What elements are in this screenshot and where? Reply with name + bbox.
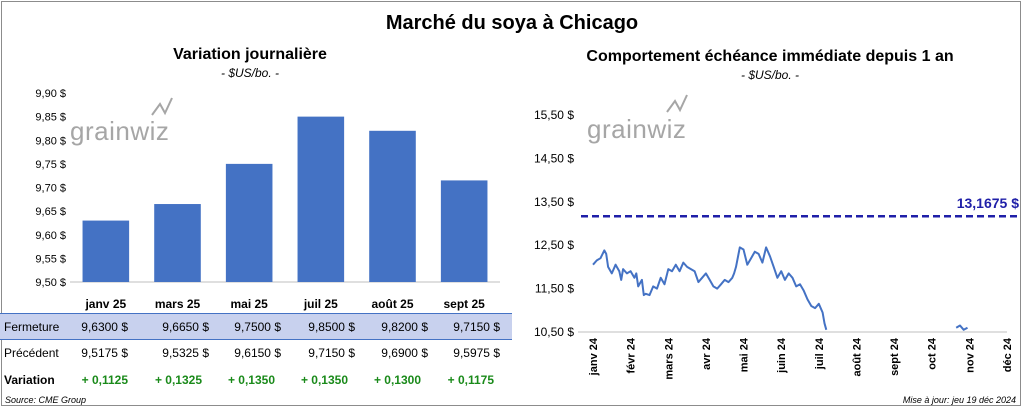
table-row-variation: Variation + 0,1125 + 0,1325 + 0,1350 + 0… — [0, 367, 512, 392]
variation-cell: + 0,1175 — [447, 373, 494, 387]
right-chart-title: Comportement échéance immédiate depuis 1… — [586, 48, 954, 65]
line-y-axis: 10,50 $ 11,50 $ 12,50 $ 13,50 $ 14,50 $ 15,50… — [534, 108, 1007, 339]
close-cell: 9,8500 $ — [308, 320, 355, 334]
source-note: Source: CME Group — [5, 395, 87, 405]
line-x-tick-label: mai 24 — [739, 337, 751, 372]
update-note: Mise à jour: jeu 19 déc 2024 — [902, 395, 1016, 405]
bar-y-tick-label: 9,80 $ — [35, 135, 66, 147]
line-x-tick-label: mars 24 — [663, 337, 675, 379]
bar-y-tick-label: 9,70 $ — [35, 183, 66, 195]
line-x-tick-label: déc 24 — [1002, 337, 1014, 372]
line-y-tick-label: 13,50 $ — [534, 195, 574, 209]
previous-cell: 9,5175 $ — [81, 346, 128, 360]
variation-cell: + 0,1350 — [300, 373, 348, 387]
line-x-tick-label: janv 24 — [588, 337, 600, 376]
bar-x-axis: janv 25 mars 25 mai 25 juil 25 août 25 sept 2… — [84, 297, 485, 311]
svg-text:grainwiz: grainwiz — [587, 114, 686, 144]
bar — [369, 130, 416, 282]
bar — [297, 116, 345, 282]
grainwiz-logo: grainwiz — [70, 97, 173, 146]
line-y-tick-label: 15,50 $ — [534, 108, 574, 122]
line-x-tick-label: juin 24 — [776, 337, 788, 374]
previous-label: Précédent — [4, 346, 59, 360]
bar — [440, 180, 488, 282]
bar-y-tick-label: 9,50 $ — [35, 277, 66, 289]
bar-y-tick-label: 9,65 $ — [35, 206, 66, 218]
line-x-tick-label: sept 24 — [889, 337, 901, 376]
reference-value-label: 13,1675 $ — [957, 195, 1019, 211]
close-label: Fermeture — [4, 320, 60, 334]
line-y-tick-label: 11,50 $ — [535, 282, 574, 296]
line-chart: grainwiz 10,50 $ 11,50 $ 12,50 $ 13,50 $ 14,… — [534, 94, 1019, 380]
line-x-tick-label: oct 24 — [927, 337, 939, 370]
variation-cell: + 0,1125 — [81, 373, 128, 387]
line-y-tick-label: 10,50 $ — [534, 325, 574, 339]
bar-y-tick-label: 9,75 $ — [35, 159, 66, 171]
left-chart-unit: - $US/bo. - — [220, 66, 280, 80]
bar-y-tick-label: 9,60 $ — [35, 230, 66, 242]
bar-x-tick-label: sept 25 — [443, 297, 485, 311]
line-y-tick-label: 14,50 $ — [534, 151, 574, 165]
line-x-tick-label: juil 24 — [814, 337, 826, 370]
table-row-previous: Précédent 9,5175 $ 9,5325 $ 9,6150 $ 9,7… — [0, 340, 512, 365]
variation-cell: + 0,1300 — [373, 373, 421, 387]
line-x-axis: janv 24 févr 24 mars 24 avr 24 mai 24 juin 24… — [588, 337, 1014, 379]
variation-label: Variation — [4, 373, 55, 387]
close-cell: 9,7150 $ — [453, 320, 500, 334]
right-chart-unit: - $US/bo. - — [740, 68, 800, 82]
bar-y-tick-label: 9,85 $ — [35, 112, 66, 124]
bar-y-axis: 9,50 $ 9,55 $ 9,60 $ 9,65 $ 9,70 $ 9,75 $ 9,80… — [35, 88, 500, 289]
bar-x-tick-label: mars 25 — [155, 297, 201, 311]
close-cell: 9,6300 $ — [81, 320, 128, 334]
line-x-tick-label: avr 24 — [701, 337, 713, 370]
bar-x-tick-label: juil 25 — [303, 297, 338, 311]
previous-cell: 9,5975 $ — [453, 346, 500, 360]
previous-cell: 9,7150 $ — [308, 346, 355, 360]
previous-cell: 9,6150 $ — [234, 346, 281, 360]
bar-y-tick-label: 9,90 $ — [35, 88, 66, 100]
bar — [225, 163, 273, 282]
price-line — [592, 246, 828, 331]
left-chart-title: Variation journalière — [173, 46, 327, 63]
bar-series — [82, 116, 488, 282]
close-cell: 9,6650 $ — [162, 320, 209, 334]
bar-x-tick-label: mai 25 — [230, 297, 268, 311]
bar-x-tick-label: août 25 — [371, 297, 413, 311]
bar-chart: grainwiz 9,50 $9,55 $9,60 $9,65 $9,70 $9… — [35, 88, 500, 311]
table-row-close: Fermeture 9,6300 $ 9,6650 $ 9,7500 $ 9,8… — [0, 313, 512, 340]
line-x-tick-label: févr 24 — [626, 337, 638, 373]
reference-line: 13,1675 $ — [581, 195, 1019, 218]
grainwiz-logo: grainwiz — [587, 94, 688, 144]
svg-text:grainwiz: grainwiz — [70, 116, 169, 146]
line-x-tick-label: août 24 — [851, 337, 863, 376]
close-cell: 9,8200 $ — [381, 320, 428, 334]
bar-y-tick-label: 9,55 $ — [35, 253, 66, 265]
bar — [82, 220, 130, 282]
page-title: Marché du soya à Chicago — [385, 12, 639, 34]
close-cell: 9,7500 $ — [234, 320, 281, 334]
variation-cell: + 0,1350 — [227, 373, 275, 387]
price-line — [955, 324, 968, 331]
line-x-tick-label: nov 24 — [964, 337, 976, 373]
previous-cell: 9,5325 $ — [162, 346, 209, 360]
previous-cell: 9,6900 $ — [381, 346, 428, 360]
bar — [154, 204, 201, 282]
variation-cell: + 0,1325 — [154, 373, 202, 387]
line-series — [592, 246, 968, 331]
bar-x-tick-label: janv 25 — [84, 297, 126, 311]
line-y-tick-label: 12,50 $ — [534, 238, 574, 252]
